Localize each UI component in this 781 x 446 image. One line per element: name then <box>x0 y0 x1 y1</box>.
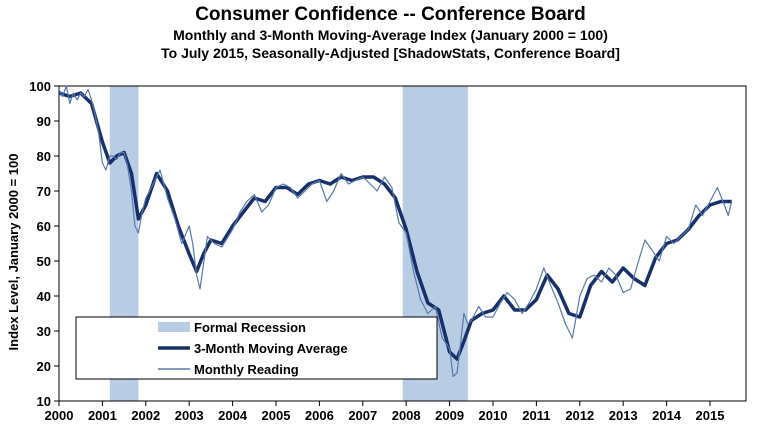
x-tick-label: 2010 <box>479 408 508 423</box>
legend-label-recession: Formal Recession <box>194 320 306 335</box>
y-tick-label: 20 <box>37 359 51 374</box>
x-tick-label: 2007 <box>348 408 377 423</box>
legend-box <box>75 316 438 380</box>
legend-swatch-recession <box>158 322 190 332</box>
chart-title: Consumer Confidence -- Conference Board <box>195 4 586 25</box>
plot-frame <box>58 85 747 402</box>
x-tick-label: 2005 <box>262 408 291 423</box>
y-axis-label: Index Level, January 2000 = 100 <box>6 154 21 351</box>
chart-subtitle-2: To July 2015, Seasonally-Adjusted [Shado… <box>161 45 620 61</box>
x-tick-label: 2008 <box>392 408 421 423</box>
x-tick-label: 2013 <box>609 408 638 423</box>
series-line-moving-average <box>58 91 732 361</box>
y-tick-label: 60 <box>37 219 51 234</box>
x-tick-label: 2014 <box>652 408 682 423</box>
legend-label-monthly: Monthly Reading <box>194 362 299 377</box>
y-tick-label: 80 <box>37 149 51 164</box>
y-tick-label: 30 <box>37 324 51 339</box>
series-lines <box>58 85 733 378</box>
axes: 10 20 30 40 50 60 70 80 90 100 2000 2001 2002 2003 200… <box>29 79 747 423</box>
legend-label-moving-average: 3-Month Moving Average <box>194 341 348 356</box>
x-tick-label: 2004 <box>218 408 248 423</box>
y-tick-label: 90 <box>37 114 51 129</box>
series-line-monthly <box>58 85 733 378</box>
x-tick-label: 2002 <box>131 408 160 423</box>
y-tick-label: 10 <box>37 394 51 409</box>
x-tick-label: 2006 <box>305 408 334 423</box>
x-tick-label: 2012 <box>565 408 594 423</box>
chart-titles: Consumer Confidence -- Conference Board … <box>0 4 781 62</box>
y-tick-label: 40 <box>37 289 51 304</box>
x-tick-label: 2015 <box>696 408 725 423</box>
x-tick-label: 2011 <box>522 408 550 423</box>
x-tick-label: 2000 <box>45 408 74 423</box>
x-tick-label: 2001 <box>88 408 117 423</box>
y-tick-label: 70 <box>37 184 51 199</box>
x-tick-label: 2003 <box>175 408 204 423</box>
x-tick-label: 2009 <box>435 408 464 423</box>
y-tick-label: 100 <box>29 79 51 94</box>
chart-subtitle-1: Monthly and 3-Month Moving-Average Index… <box>173 27 608 43</box>
legend: Formal Recession 3-Month Moving Average Mo… <box>75 316 438 380</box>
y-tick-label: 50 <box>37 254 51 269</box>
